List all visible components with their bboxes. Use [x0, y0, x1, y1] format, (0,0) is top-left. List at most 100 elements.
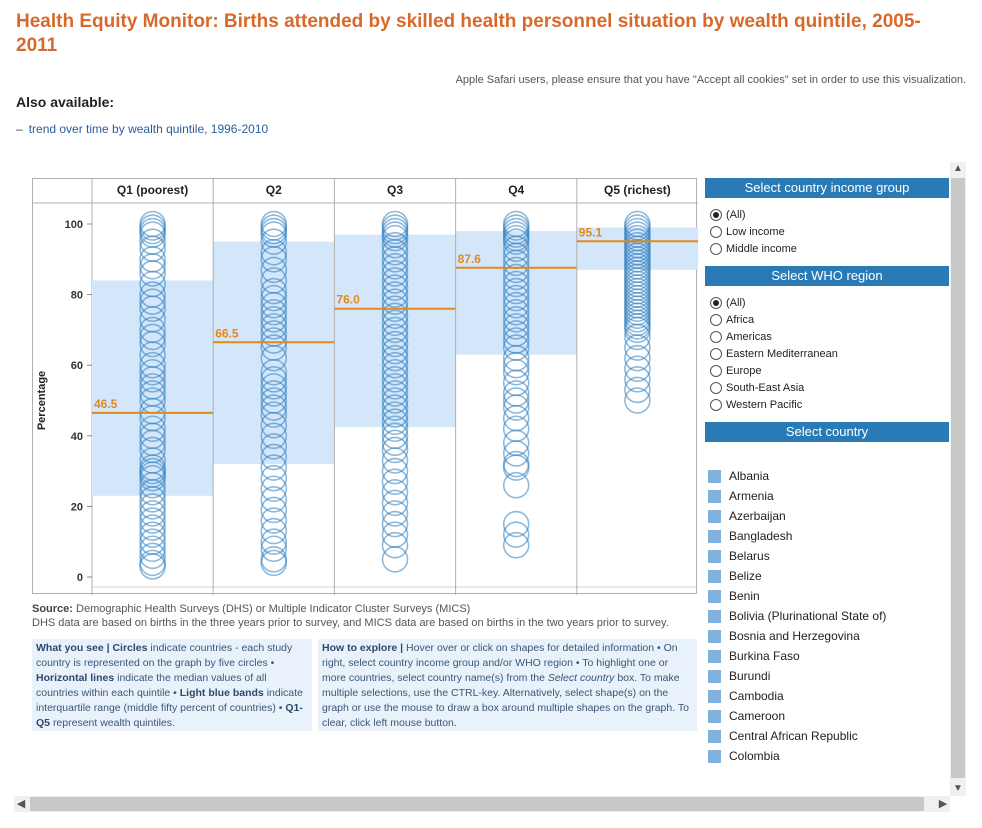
country-circle[interactable] [381, 447, 409, 474]
country-circle[interactable] [139, 323, 166, 351]
country-circle[interactable] [381, 281, 409, 308]
region-option[interactable]: South-East Asia [710, 379, 838, 396]
country-circle[interactable] [139, 553, 166, 580]
country-item[interactable]: Armenia [708, 486, 886, 506]
country-circle[interactable] [260, 507, 288, 534]
region-option[interactable]: Americas [710, 328, 838, 345]
radio-button[interactable] [710, 296, 722, 309]
country-item[interactable]: Colombia [708, 746, 886, 766]
country-circle[interactable] [381, 380, 409, 407]
country-circle[interactable] [139, 246, 166, 273]
country-circle[interactable] [139, 486, 166, 513]
country-circle[interactable] [502, 235, 530, 263]
country-circle[interactable] [502, 394, 530, 421]
country-circle[interactable] [139, 351, 166, 379]
country-circle[interactable] [381, 260, 409, 287]
country-circle[interactable] [624, 323, 651, 351]
country-circle[interactable] [260, 443, 288, 471]
country-circle[interactable] [260, 246, 288, 273]
country-circle[interactable] [381, 316, 409, 344]
country-circle[interactable] [624, 355, 651, 383]
country-circle[interactable] [381, 351, 409, 379]
country-circle[interactable] [139, 535, 166, 563]
country-circle[interactable] [502, 440, 530, 467]
country-circle[interactable] [260, 306, 288, 333]
radio-button[interactable] [710, 313, 722, 326]
country-circle[interactable] [381, 468, 409, 495]
country-item[interactable]: Bolivia (Plurinational State of) [708, 606, 886, 626]
country-circle[interactable] [381, 344, 409, 372]
country-circle[interactable] [502, 531, 530, 559]
scroll-right-icon[interactable]: ▶ [938, 798, 948, 810]
country-circle[interactable] [139, 514, 166, 541]
country-circle[interactable] [502, 358, 530, 386]
country-circle[interactable] [139, 260, 166, 287]
country-circle[interactable] [260, 464, 288, 492]
country-item[interactable]: Belize [708, 566, 886, 586]
country-circle[interactable] [381, 224, 409, 252]
country-circle[interactable] [381, 253, 409, 280]
country-circle[interactable] [260, 401, 288, 428]
country-circle[interactable] [502, 313, 530, 340]
country-circle[interactable] [381, 394, 409, 421]
country-circle[interactable] [381, 457, 409, 485]
country-circle[interactable] [502, 228, 530, 255]
country-circle[interactable] [139, 493, 166, 520]
country-circle[interactable] [381, 246, 409, 273]
country-circle[interactable] [381, 408, 409, 435]
country-circle[interactable] [381, 546, 409, 573]
country-circle[interactable] [260, 496, 288, 524]
country-circle[interactable] [139, 366, 166, 393]
country-circle[interactable] [260, 373, 288, 400]
income-option[interactable]: Middle income [710, 240, 797, 257]
radio-button[interactable] [710, 398, 722, 411]
country-circle[interactable] [260, 422, 288, 450]
country-circle[interactable] [624, 334, 651, 361]
country-item[interactable]: Cambodia [708, 686, 886, 706]
country-circle[interactable] [260, 327, 288, 354]
country-circle[interactable] [381, 274, 409, 301]
country-circle[interactable] [260, 238, 288, 266]
country-circle[interactable] [139, 288, 166, 315]
country-circle[interactable] [260, 433, 288, 460]
radio-button[interactable] [710, 364, 722, 377]
country-circle[interactable] [260, 486, 288, 513]
country-circle[interactable] [139, 330, 166, 358]
country-circle[interactable] [381, 415, 409, 443]
country-circle[interactable] [624, 376, 651, 404]
country-circle[interactable] [139, 464, 166, 492]
country-circle[interactable] [381, 267, 409, 294]
country-circle[interactable] [502, 277, 530, 305]
country-circle[interactable] [260, 475, 288, 503]
country-item[interactable]: Albania [708, 466, 886, 486]
country-item[interactable]: Belarus [708, 546, 886, 566]
country-circle[interactable] [502, 387, 530, 414]
country-circle[interactable] [381, 366, 409, 393]
country-circle[interactable] [260, 344, 288, 372]
country-circle[interactable] [260, 528, 288, 556]
country-circle[interactable] [502, 351, 530, 379]
country-circle[interactable] [381, 238, 409, 266]
country-circle[interactable] [139, 295, 166, 323]
scroll-down-icon[interactable]: ▼ [953, 783, 963, 794]
country-item[interactable]: Central African Republic [708, 726, 886, 746]
country-circle[interactable] [624, 344, 651, 372]
region-option[interactable]: Europe [710, 362, 838, 379]
country-circle[interactable] [260, 256, 288, 284]
country-item[interactable]: Burkina Faso [708, 646, 886, 666]
country-circle[interactable] [260, 228, 288, 255]
country-circle[interactable] [139, 471, 166, 499]
country-item[interactable]: Bangladesh [708, 526, 886, 546]
country-circle[interactable] [381, 309, 409, 337]
country-circle[interactable] [260, 454, 288, 481]
country-circle[interactable] [260, 358, 288, 386]
country-circle[interactable] [381, 436, 409, 464]
scroll-left-icon[interactable]: ◀ [16, 798, 26, 810]
country-circle[interactable] [502, 249, 530, 277]
country-circle[interactable] [381, 489, 409, 517]
country-circle[interactable] [502, 270, 530, 298]
country-circle[interactable] [624, 366, 651, 393]
country-circle[interactable] [260, 291, 288, 319]
country-item[interactable]: Benin [708, 586, 886, 606]
chart-frame[interactable]: Q1 (poorest) 46.5 Q2 66.5 Q3 76.0 Q4 87.6 Q5 (ri… [32, 178, 698, 595]
